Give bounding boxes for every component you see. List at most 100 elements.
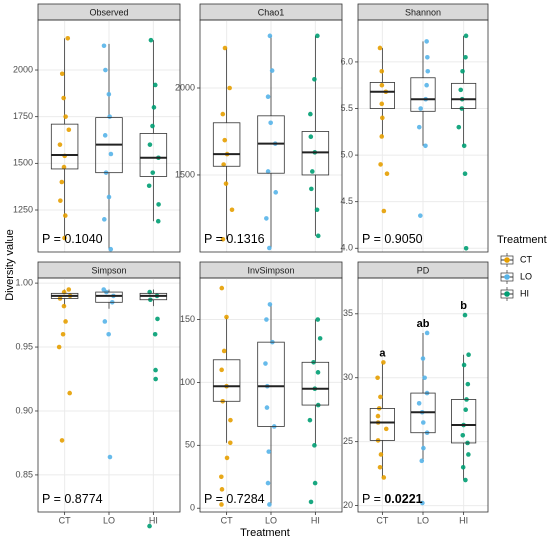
point (219, 367, 224, 373)
point (465, 381, 471, 387)
point (309, 186, 314, 192)
x-axis-title: Treatment (240, 527, 290, 539)
point (57, 142, 63, 147)
point (315, 233, 321, 239)
panel-border (199, 277, 343, 513)
point (107, 114, 112, 119)
point (378, 452, 384, 457)
box (369, 408, 395, 441)
legend-key-point (504, 274, 510, 280)
point (379, 68, 385, 74)
point (266, 449, 272, 454)
y-tick-label: 1500 (13, 158, 33, 168)
point (422, 375, 427, 381)
point (460, 432, 466, 438)
box (369, 82, 395, 109)
y-tick-label: 0 (190, 503, 195, 513)
point (379, 101, 385, 107)
point (148, 37, 154, 43)
x-tick-label: LO (103, 515, 115, 525)
point (151, 105, 157, 110)
box (410, 77, 436, 112)
point (63, 114, 68, 119)
legend-title: Treatment (497, 234, 547, 246)
y-tick-label: 1500 (175, 169, 195, 179)
y-axis-title: Diversity value (4, 229, 16, 301)
point (108, 246, 114, 252)
point (461, 362, 467, 368)
point (102, 217, 107, 222)
point (461, 143, 467, 149)
point (224, 455, 230, 461)
point (153, 376, 158, 382)
point (223, 181, 229, 186)
point (456, 124, 462, 130)
point (463, 33, 469, 39)
x-tick-label: CT (376, 515, 388, 525)
point (66, 287, 72, 292)
point (227, 85, 232, 91)
point (307, 417, 313, 423)
p-prefix: P = (204, 232, 226, 246)
p-prefix: P = (362, 232, 384, 246)
point (222, 45, 228, 51)
point (315, 370, 321, 375)
point (59, 71, 65, 77)
box (212, 359, 241, 402)
point (315, 33, 320, 39)
point (155, 218, 161, 224)
y-tick-label: 2000 (175, 82, 195, 92)
point (314, 207, 320, 213)
box (451, 399, 477, 444)
point (420, 356, 426, 361)
point (312, 77, 317, 82)
point (379, 82, 385, 88)
point (267, 33, 273, 39)
y-tick-label: 1.00 (15, 277, 33, 287)
p-value: P = 0.1040 (42, 232, 103, 246)
point (268, 120, 273, 126)
point (224, 314, 229, 320)
legend-label: HI (520, 288, 529, 298)
panel-border (199, 19, 343, 253)
box (212, 122, 241, 167)
y-tick-label: 0.90 (15, 405, 33, 415)
point (153, 367, 158, 373)
point (267, 502, 272, 507)
point (222, 137, 228, 143)
point (152, 331, 158, 337)
point (424, 82, 429, 88)
strip-title: Chao1 (258, 7, 285, 17)
box (451, 82, 477, 109)
point (66, 127, 72, 133)
x-tick-label: CT (59, 515, 71, 525)
point (62, 213, 68, 218)
y-tick-label: 0.95 (15, 341, 33, 351)
point (308, 134, 314, 139)
point (420, 500, 425, 506)
point (460, 464, 466, 470)
x-tick-label: HI (459, 515, 468, 525)
y-tick-label: 35 (343, 308, 353, 318)
point (220, 237, 226, 242)
y-tick-label: 100 (180, 377, 195, 387)
point (61, 164, 67, 170)
point (102, 319, 108, 324)
point (381, 475, 387, 480)
point (460, 68, 465, 74)
strip-title: PD (417, 265, 430, 275)
y-tick-label: 6.0 (340, 56, 353, 66)
point (63, 319, 68, 324)
point (147, 142, 153, 147)
p-prefix: P = (362, 492, 384, 506)
box (50, 123, 79, 170)
point (420, 420, 426, 425)
point (106, 194, 112, 200)
p-value: P = 0.0221 (362, 492, 423, 506)
point (60, 331, 66, 337)
point (379, 134, 385, 139)
point (59, 438, 65, 443)
point (264, 317, 269, 322)
point (377, 45, 383, 51)
point (419, 458, 425, 464)
